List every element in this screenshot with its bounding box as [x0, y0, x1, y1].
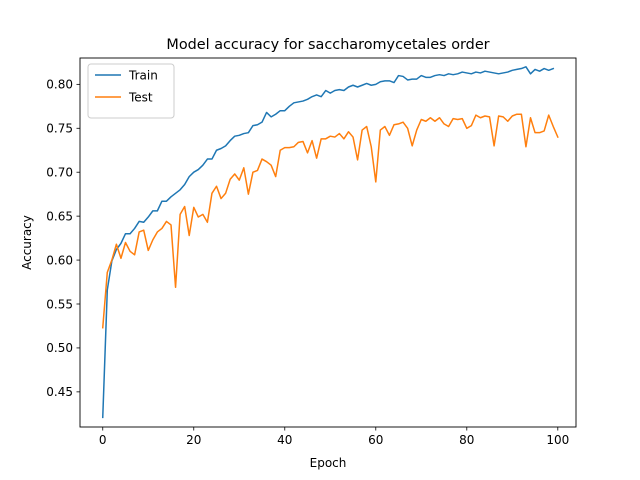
y-tick-label: 0.45: [46, 385, 73, 399]
legend-label-test: Test: [128, 91, 153, 105]
x-tick-label: 60: [368, 433, 383, 447]
x-axis-label: Epoch: [310, 456, 347, 470]
x-tick-label: 100: [546, 433, 569, 447]
chart-title: Model accuracy for saccharomycetales ord…: [166, 37, 489, 53]
y-tick-label: 0.75: [46, 122, 73, 136]
y-tick-label: 0.65: [46, 209, 73, 223]
legend: Train Test: [87, 63, 175, 119]
legend-box: [87, 63, 175, 119]
y-axis-label: Accuracy: [20, 215, 34, 270]
x-axis-ticks: 0 20 40 60 80 100: [99, 427, 569, 447]
series-line-train: [101, 66, 555, 419]
y-tick-label: 0.70: [46, 166, 73, 180]
y-tick-label: 0.60: [46, 253, 73, 267]
x-tick-label: 80: [459, 433, 474, 447]
legend-label-train: Train: [128, 69, 158, 83]
y-tick-label: 0.55: [46, 297, 73, 311]
series-layer: [101, 66, 559, 419]
y-axis-ticks: 0.45 0.50 0.55 0.60 0.65 0.70 0.75 0.80: [46, 78, 80, 399]
x-tick-label: 20: [186, 433, 201, 447]
plot-frame: [79, 57, 577, 428]
y-tick-label: 0.50: [46, 341, 73, 355]
x-tick-label: 40: [277, 433, 292, 447]
series-line-test: [101, 113, 559, 329]
x-tick-label: 0: [99, 433, 107, 447]
y-tick-label: 0.80: [46, 78, 73, 92]
